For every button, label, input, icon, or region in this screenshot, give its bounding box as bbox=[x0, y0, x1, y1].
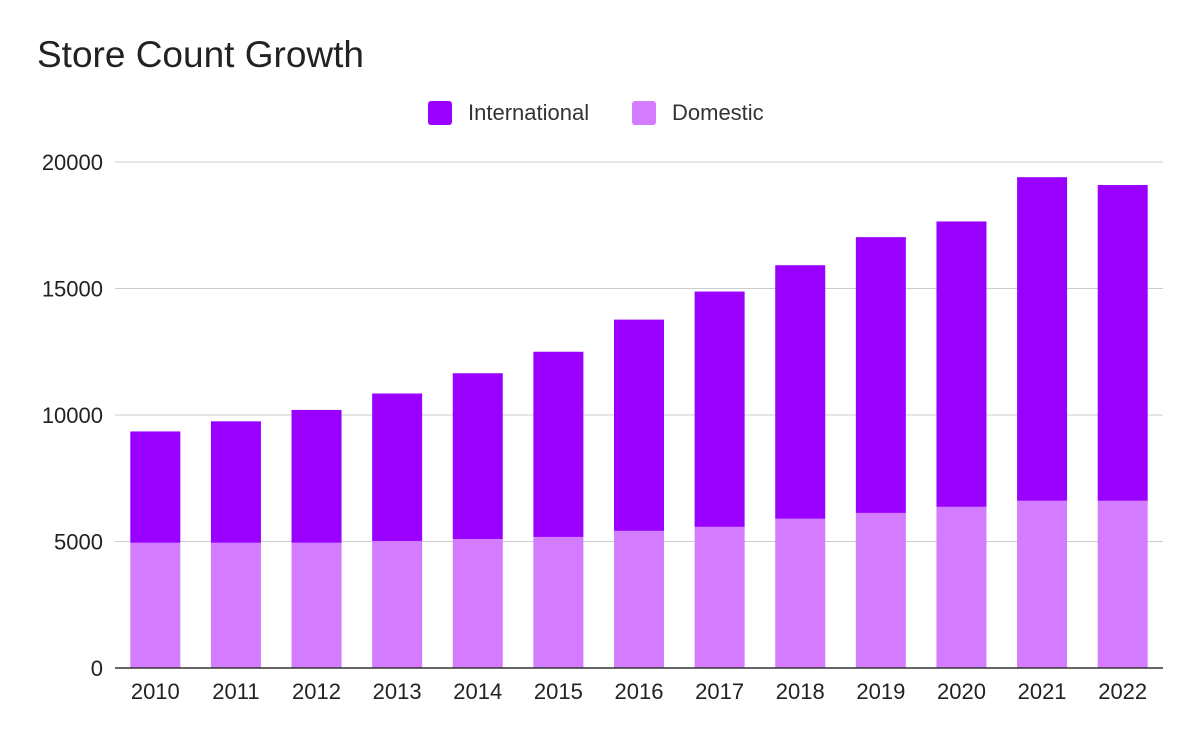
bar-international-2019 bbox=[855, 237, 906, 513]
x-tick-label: 2022 bbox=[1098, 679, 1147, 704]
bar-domestic-2014 bbox=[452, 538, 503, 668]
x-tick-label: 2013 bbox=[373, 679, 422, 704]
bar-domestic-2017 bbox=[694, 526, 745, 668]
bar-domestic-2011 bbox=[210, 542, 261, 668]
x-tick-label: 2020 bbox=[937, 679, 986, 704]
legend: International Domestic bbox=[0, 98, 1200, 128]
bar-international-2021 bbox=[1017, 177, 1068, 501]
chart-title: Store Count Growth bbox=[37, 34, 364, 75]
bar-domestic-2022 bbox=[1097, 500, 1148, 668]
bar-domestic-2016 bbox=[614, 530, 664, 668]
bar-domestic-2020 bbox=[936, 506, 987, 668]
x-axis-ticks: 2010 2011 2012 2013 2014 2015 2016 2017 2018 2019… bbox=[131, 679, 1147, 704]
x-tick-label: 2017 bbox=[695, 679, 744, 704]
y-axis-ticks: 0 5000 10000 15000 20000 bbox=[42, 150, 103, 681]
bar-international-2015 bbox=[533, 351, 584, 537]
bar-domestic-2018 bbox=[775, 518, 826, 668]
bar-international-2020 bbox=[936, 221, 987, 507]
x-tick-label: 2019 bbox=[856, 679, 905, 704]
bar-international-2022 bbox=[1097, 185, 1148, 501]
x-tick-label: 2016 bbox=[615, 679, 664, 704]
bar-domestic-2013 bbox=[372, 540, 423, 668]
bar-international-2018 bbox=[775, 265, 826, 519]
legend-swatch-domestic bbox=[632, 101, 656, 125]
x-tick-label: 2012 bbox=[292, 679, 341, 704]
bar-international-2010 bbox=[130, 431, 181, 543]
x-tick-label: 2021 bbox=[1018, 679, 1067, 704]
bar-international-2011 bbox=[210, 421, 261, 543]
y-tick-label: 10000 bbox=[42, 403, 103, 428]
bar-international-2017 bbox=[694, 291, 745, 527]
x-tick-label: 2010 bbox=[131, 679, 180, 704]
x-tick-label: 2014 bbox=[453, 679, 502, 704]
x-tick-label: 2011 bbox=[212, 679, 259, 704]
x-tick-label: 2018 bbox=[776, 679, 825, 704]
legend-item-international: International bbox=[428, 98, 589, 128]
bar-international-2012 bbox=[291, 409, 342, 543]
legend-label-international: International bbox=[468, 100, 590, 125]
bar-international-2013 bbox=[372, 393, 423, 541]
legend-swatch-international bbox=[428, 101, 452, 125]
bars bbox=[130, 177, 1148, 668]
y-tick-label: 20000 bbox=[42, 150, 103, 175]
bar-international-2016 bbox=[614, 319, 664, 531]
legend-item-domestic: Domestic bbox=[632, 98, 764, 128]
bar-domestic-2015 bbox=[533, 536, 584, 668]
y-tick-label: 5000 bbox=[54, 530, 103, 555]
bar-domestic-2019 bbox=[855, 512, 906, 668]
bar-domestic-2012 bbox=[291, 542, 342, 668]
bar-domestic-2021 bbox=[1017, 500, 1068, 668]
y-tick-label: 15000 bbox=[42, 277, 103, 302]
bar-international-2014 bbox=[452, 373, 503, 539]
x-tick-label: 2015 bbox=[534, 679, 583, 704]
y-tick-label: 0 bbox=[91, 656, 103, 681]
bar-domestic-2010 bbox=[130, 542, 181, 668]
legend-label-domestic: Domestic bbox=[672, 100, 764, 125]
